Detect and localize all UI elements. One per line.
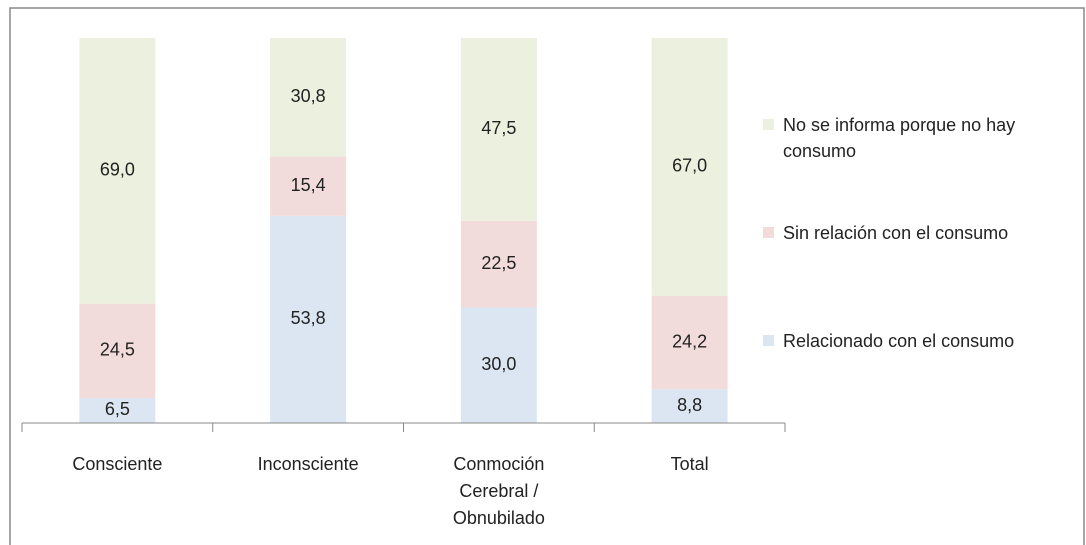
value-label: 30,8 <box>291 86 326 106</box>
bar-segment <box>460 220 537 308</box>
bar-segment <box>270 215 347 423</box>
bar-segment <box>651 389 728 423</box>
value-label: 6,5 <box>105 399 130 419</box>
bar-segment <box>651 38 728 296</box>
value-label: 22,5 <box>481 253 516 273</box>
bar-segment <box>460 307 537 423</box>
value-label: 69,0 <box>100 160 135 180</box>
value-label: 67,0 <box>672 156 707 176</box>
legend-swatch <box>763 335 774 346</box>
bar-segment <box>79 303 156 398</box>
legend-swatch <box>763 227 774 238</box>
value-label: 15,4 <box>291 175 326 195</box>
chart-border <box>9 7 1085 545</box>
bar-segment <box>270 156 347 216</box>
bar-segment <box>79 397 156 423</box>
value-label: 47,5 <box>481 118 516 138</box>
bar-segment <box>460 38 537 221</box>
x-tick-label: Conmoción Cerebral / Obnubilado <box>452 454 545 528</box>
value-label: 24,2 <box>672 331 707 351</box>
bar-segment <box>651 295 728 390</box>
value-label: 53,8 <box>291 308 326 328</box>
bar-segment <box>270 38 347 157</box>
legend-label: Sin relación con el consumo <box>783 223 1009 243</box>
value-label: 24,5 <box>100 340 135 360</box>
x-tick-label: Consciente <box>72 454 163 474</box>
bar-segment <box>79 38 156 304</box>
x-tick-label: Inconsciente <box>257 454 359 474</box>
value-label: 30,0 <box>481 354 516 374</box>
legend-swatch <box>763 119 774 130</box>
x-tick-label: Total <box>670 454 709 474</box>
value-label: 8,8 <box>677 395 702 415</box>
legend-label: Relacionado con el consumo <box>783 331 1015 351</box>
legend-label: No se informa porque no hay consumo <box>783 115 1016 161</box>
